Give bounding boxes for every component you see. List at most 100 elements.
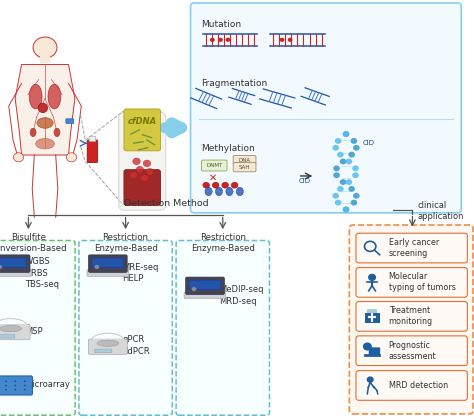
Text: Molecular
typing of tumors: Molecular typing of tumors: [389, 272, 456, 292]
Circle shape: [340, 158, 346, 164]
FancyBboxPatch shape: [369, 347, 380, 356]
FancyBboxPatch shape: [79, 241, 173, 415]
Circle shape: [346, 179, 352, 185]
Circle shape: [352, 172, 359, 178]
FancyBboxPatch shape: [233, 163, 256, 172]
Circle shape: [231, 182, 238, 188]
Text: MRE-seq
HELP: MRE-seq HELP: [122, 263, 158, 283]
Circle shape: [133, 158, 140, 165]
Ellipse shape: [36, 138, 55, 149]
FancyBboxPatch shape: [356, 233, 467, 263]
Circle shape: [146, 168, 154, 175]
FancyBboxPatch shape: [176, 241, 269, 415]
Text: MSP: MSP: [25, 326, 43, 336]
Circle shape: [5, 385, 7, 386]
Ellipse shape: [30, 128, 36, 137]
Circle shape: [210, 38, 215, 42]
Ellipse shape: [205, 187, 212, 196]
Circle shape: [353, 145, 360, 151]
Circle shape: [337, 152, 344, 158]
Text: Restriction
Enzyme-Based: Restriction Enzyme-Based: [94, 233, 157, 253]
Text: Treatment
monitoring: Treatment monitoring: [389, 306, 433, 326]
FancyBboxPatch shape: [89, 255, 127, 272]
Circle shape: [367, 377, 373, 382]
Circle shape: [141, 175, 148, 181]
Circle shape: [364, 343, 371, 350]
Circle shape: [33, 37, 57, 58]
FancyBboxPatch shape: [95, 349, 112, 353]
Circle shape: [94, 265, 99, 269]
Circle shape: [222, 182, 228, 188]
Circle shape: [351, 138, 357, 144]
FancyBboxPatch shape: [124, 170, 160, 205]
FancyBboxPatch shape: [0, 241, 75, 415]
Text: DNA: DNA: [238, 158, 251, 163]
FancyBboxPatch shape: [88, 339, 127, 354]
FancyBboxPatch shape: [87, 270, 128, 277]
Circle shape: [13, 153, 24, 162]
FancyBboxPatch shape: [0, 324, 30, 340]
Ellipse shape: [226, 187, 233, 196]
Circle shape: [226, 38, 230, 42]
Circle shape: [24, 380, 26, 382]
Circle shape: [332, 193, 339, 199]
Text: clinical
application: clinical application: [417, 201, 464, 221]
Ellipse shape: [37, 118, 53, 128]
Ellipse shape: [48, 84, 61, 109]
Circle shape: [337, 186, 344, 192]
Circle shape: [130, 172, 137, 178]
FancyBboxPatch shape: [189, 280, 221, 290]
Circle shape: [343, 207, 349, 212]
Circle shape: [5, 380, 7, 382]
Polygon shape: [15, 65, 75, 155]
FancyBboxPatch shape: [0, 258, 27, 268]
Text: MRD detection: MRD detection: [389, 381, 448, 390]
Circle shape: [14, 385, 16, 386]
Circle shape: [343, 207, 349, 212]
FancyBboxPatch shape: [0, 270, 31, 277]
Text: MeDIP-seq
MRD-seq: MeDIP-seq MRD-seq: [219, 285, 264, 305]
FancyBboxPatch shape: [186, 277, 224, 295]
Circle shape: [353, 193, 360, 199]
FancyBboxPatch shape: [367, 309, 377, 313]
Text: ✕: ✕: [208, 173, 217, 183]
Circle shape: [335, 200, 341, 206]
Circle shape: [369, 274, 375, 280]
Circle shape: [14, 389, 16, 391]
Circle shape: [0, 265, 2, 269]
Circle shape: [348, 186, 355, 192]
FancyBboxPatch shape: [66, 119, 73, 123]
FancyBboxPatch shape: [365, 313, 380, 323]
Circle shape: [346, 158, 352, 164]
Ellipse shape: [215, 187, 223, 196]
FancyBboxPatch shape: [40, 47, 50, 62]
Circle shape: [351, 200, 357, 206]
Text: qPCR
ddPCR: qPCR ddPCR: [122, 336, 150, 356]
FancyBboxPatch shape: [0, 334, 15, 338]
Circle shape: [143, 160, 151, 167]
FancyBboxPatch shape: [356, 268, 467, 297]
Circle shape: [332, 145, 339, 151]
FancyBboxPatch shape: [118, 112, 166, 210]
Circle shape: [335, 138, 341, 144]
Circle shape: [348, 152, 355, 158]
Circle shape: [352, 166, 359, 171]
Circle shape: [5, 389, 7, 391]
Circle shape: [340, 179, 346, 185]
Text: Prognostic
assessment: Prognostic assessment: [389, 341, 436, 361]
Text: Mutation: Mutation: [201, 20, 242, 29]
FancyBboxPatch shape: [233, 155, 256, 165]
Ellipse shape: [38, 103, 47, 113]
FancyBboxPatch shape: [356, 371, 467, 400]
Text: WGBS
RRBS
TBS-seq: WGBS RRBS TBS-seq: [25, 257, 59, 289]
FancyBboxPatch shape: [201, 160, 227, 171]
Circle shape: [288, 38, 292, 42]
Circle shape: [203, 182, 210, 188]
FancyBboxPatch shape: [91, 339, 124, 340]
Ellipse shape: [236, 187, 244, 196]
Text: Fragmentation: Fragmentation: [201, 79, 268, 88]
Text: DNMT: DNMT: [206, 163, 222, 168]
Text: cfDNA: cfDNA: [128, 117, 157, 126]
Text: Detection Method: Detection Method: [124, 199, 208, 208]
FancyBboxPatch shape: [0, 376, 32, 395]
